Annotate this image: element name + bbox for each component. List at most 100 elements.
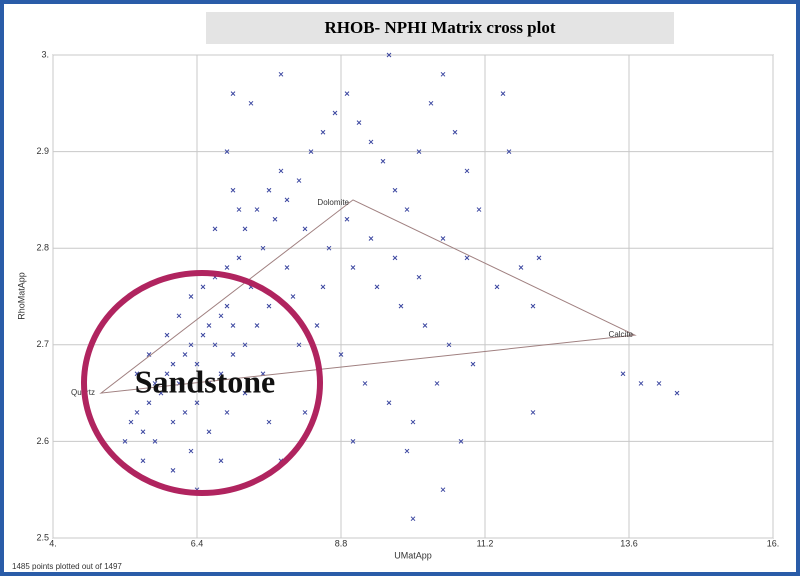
- point: [182, 410, 188, 415]
- point: [458, 439, 464, 444]
- point: [188, 342, 194, 348]
- point: [266, 303, 272, 309]
- point: [236, 255, 242, 261]
- point: [494, 284, 500, 290]
- point: [296, 178, 302, 183]
- point: [380, 158, 386, 164]
- point: [302, 226, 308, 232]
- point: [464, 168, 470, 174]
- x-tick-label: 13.6: [620, 538, 638, 548]
- point: [410, 516, 416, 522]
- point: [392, 187, 398, 193]
- point: [350, 439, 356, 444]
- point: [350, 265, 356, 270]
- y-tick-label: 2.7: [36, 339, 49, 349]
- point: [440, 71, 446, 77]
- point: [248, 100, 254, 106]
- point: [140, 429, 146, 435]
- point: [302, 410, 308, 415]
- point: [440, 487, 446, 493]
- point: [242, 342, 248, 348]
- point: [344, 216, 350, 222]
- y-tick-label: 2.5: [36, 532, 49, 542]
- point: [278, 71, 284, 77]
- point: [254, 323, 260, 328]
- point: [638, 381, 644, 386]
- y-tick-label: 2.9: [36, 146, 49, 156]
- point: [284, 265, 290, 270]
- point: [368, 236, 374, 241]
- point: [266, 419, 272, 425]
- mineral-label: Dolomite: [317, 198, 349, 207]
- point: [398, 303, 404, 309]
- point: [278, 168, 284, 174]
- x-tick-label: 6.4: [191, 538, 204, 548]
- point: [386, 400, 392, 406]
- annotation: Sandstone: [135, 363, 276, 399]
- point: [164, 371, 170, 377]
- point: [446, 342, 452, 348]
- x-tick-label: 11.2: [477, 538, 494, 548]
- point: [464, 255, 470, 261]
- point: [200, 284, 206, 290]
- point: [170, 361, 176, 367]
- point: [230, 187, 236, 193]
- point: [224, 410, 230, 415]
- point: [230, 352, 236, 357]
- point: [206, 323, 212, 328]
- plot-layer: 4. 6.4 8.8 11.2 13.6 16.2.52.62.72.82.93.Quar…: [36, 49, 779, 548]
- point: [254, 207, 260, 212]
- point: [182, 352, 188, 357]
- point: [284, 197, 290, 203]
- point: [164, 332, 170, 338]
- y-tick-label: 3.: [41, 49, 49, 59]
- point: [326, 245, 332, 251]
- point: [176, 313, 182, 319]
- point: [218, 458, 224, 464]
- point: [452, 129, 458, 135]
- point: [212, 342, 218, 348]
- title-box: [206, 12, 674, 44]
- point: [152, 381, 158, 386]
- point: [140, 458, 146, 464]
- point: [506, 149, 512, 154]
- point: [242, 390, 248, 396]
- footer: 1485 points plotted out of 1497: [12, 562, 122, 571]
- point: [236, 207, 242, 212]
- point: [218, 313, 224, 319]
- point: [224, 265, 230, 270]
- point: [416, 149, 422, 154]
- point: [260, 245, 266, 251]
- point: [656, 381, 662, 386]
- point: [188, 448, 194, 454]
- point: [206, 381, 212, 386]
- point: [194, 361, 200, 367]
- point: [410, 419, 416, 425]
- point: [404, 448, 410, 454]
- point: [212, 226, 218, 232]
- point: [230, 91, 236, 96]
- point: [536, 255, 542, 261]
- x-tick-label: 4.: [49, 538, 57, 548]
- point: [152, 439, 158, 444]
- point: [392, 255, 398, 261]
- point: [530, 410, 536, 415]
- point: [134, 410, 140, 415]
- x-axis-label: UMatApp: [394, 550, 432, 560]
- y-tick-label: 2.8: [36, 243, 49, 253]
- point: [224, 149, 230, 154]
- point: [308, 149, 314, 154]
- y-axis-label: RhoMatApp: [16, 272, 26, 320]
- point: [500, 91, 506, 96]
- point: [218, 371, 224, 377]
- point: [428, 100, 434, 106]
- point: [194, 400, 200, 406]
- point: [386, 52, 392, 58]
- point: [122, 439, 128, 444]
- point: [332, 110, 338, 116]
- point: [368, 139, 374, 145]
- point: [476, 207, 482, 212]
- chart-title: RHOB- NPHI Matrix cross plot: [324, 18, 555, 37]
